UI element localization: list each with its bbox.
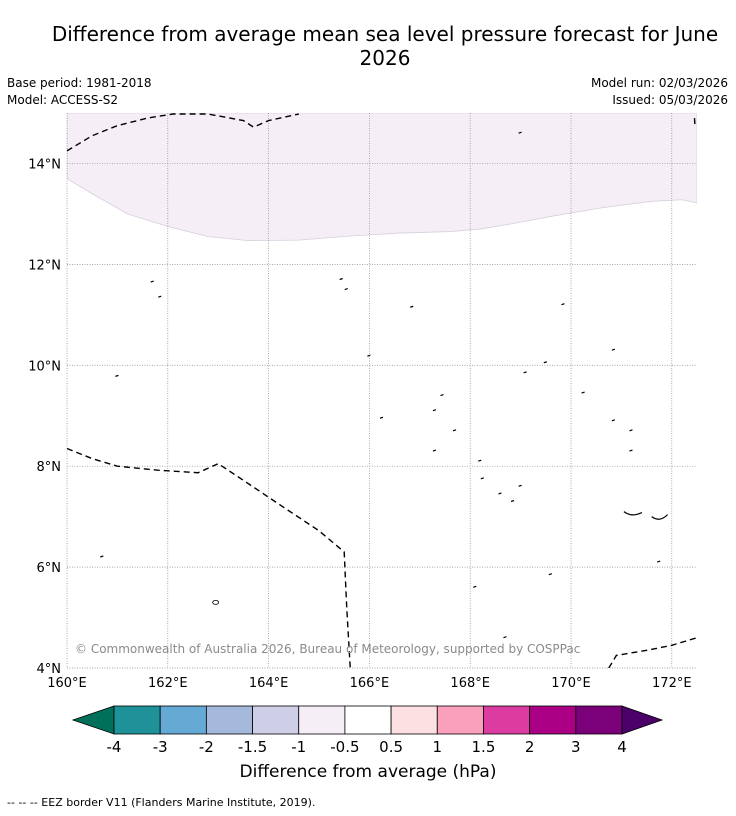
island-coastline xyxy=(339,277,343,281)
eez-legend-note: -- -- -- EEZ border V11 (Flanders Marine… xyxy=(7,796,316,809)
island-coastline xyxy=(480,477,484,480)
island-coastline xyxy=(503,636,507,639)
island-coastline xyxy=(115,374,119,377)
island-coastline xyxy=(410,305,414,308)
chart-title: Difference from average mean sea level p… xyxy=(51,22,719,70)
island-coastline xyxy=(518,131,522,134)
island-coastline xyxy=(473,585,477,588)
base-period: Base period: 1981-2018 xyxy=(7,76,152,90)
island-coastline xyxy=(440,393,444,397)
eez-border-line xyxy=(67,447,351,668)
colorbar-box xyxy=(575,705,623,735)
island-coastline xyxy=(150,280,154,283)
colorbar-tick-label: 1 xyxy=(432,738,442,756)
island-coastline xyxy=(478,459,482,462)
colorbar-box xyxy=(529,705,577,735)
issued-date: Issued: 05/03/2026 xyxy=(612,93,728,107)
copyright-text: © Commonwealth of Australia 2026, Bureau… xyxy=(75,642,580,656)
colorbar-tick-label: 2 xyxy=(525,738,535,756)
island-coastline xyxy=(611,348,616,351)
y-tick-label: 4°N xyxy=(37,662,62,677)
colorbar-tick-label: 1.5 xyxy=(472,738,496,756)
colorbar-box xyxy=(159,705,207,735)
island-coastline xyxy=(379,416,384,419)
colorbar-box xyxy=(252,705,300,735)
model-run: Model run: 02/03/2026 xyxy=(590,76,728,90)
colorbar-box xyxy=(344,705,392,735)
anomaly-region xyxy=(67,113,697,242)
island-coastline xyxy=(629,429,633,432)
colorbar-tick-label: 3 xyxy=(571,738,581,756)
colorbar-extend-high xyxy=(621,705,664,735)
meta-left: Base period: 1981-2018 Model: ACCESS-S2 xyxy=(7,75,152,109)
island-coastline xyxy=(100,555,104,558)
island-coastline xyxy=(623,511,643,516)
colorbar-tick-label: -1 xyxy=(291,738,306,756)
colorbar-tick-label: -1.5 xyxy=(238,738,267,756)
x-tick-label: 164°E xyxy=(249,676,289,691)
eez-border-line xyxy=(67,113,299,152)
colorbar-box xyxy=(390,705,438,735)
colorbar-box xyxy=(298,705,346,735)
colorbar-tick-label: -2 xyxy=(199,738,214,756)
island-coastline xyxy=(510,499,515,503)
island-coastline xyxy=(611,419,616,422)
island-coastline xyxy=(629,449,633,452)
island-coastline xyxy=(158,295,162,298)
island-coastline xyxy=(498,492,502,495)
x-tick-label: 172°E xyxy=(652,676,692,691)
island-coastline xyxy=(561,303,565,306)
island-coastline xyxy=(523,371,527,374)
island-coastline xyxy=(452,429,457,432)
colorbar-tick-label: 4 xyxy=(617,738,627,756)
colorbar-box xyxy=(205,705,253,735)
island-coastline xyxy=(432,409,437,412)
colorbar-extend-low xyxy=(71,705,115,735)
colorbar-label: Difference from average (hPa) xyxy=(239,762,497,782)
x-tick-label: 170°E xyxy=(551,676,591,691)
colorbar-box xyxy=(483,705,531,735)
colorbar-tick-label: -3 xyxy=(153,738,168,756)
x-tick-label: 168°E xyxy=(450,676,490,691)
meta-right: Model run: 02/03/2026 Issued: 05/03/2026 xyxy=(591,75,728,109)
island-coastline xyxy=(543,361,547,364)
colorbar-box xyxy=(436,705,484,735)
colorbar-tick-label: -0.5 xyxy=(330,738,359,756)
eez-border-line xyxy=(693,117,696,126)
y-tick-label: 10°N xyxy=(28,359,61,374)
y-tick-label: 8°N xyxy=(37,460,62,475)
island-coastline xyxy=(657,560,661,563)
island-coastline xyxy=(344,288,348,291)
x-tick-label: 160°E xyxy=(47,676,87,691)
x-tick-label: 162°E xyxy=(148,676,188,691)
x-tick-label: 166°E xyxy=(350,676,390,691)
island-coastline xyxy=(212,600,220,605)
island-coastline xyxy=(367,354,371,357)
island-coastline xyxy=(651,514,669,520)
y-tick-label: 12°N xyxy=(28,258,61,273)
y-tick-label: 6°N xyxy=(37,561,62,576)
island-coastline xyxy=(548,573,553,576)
island-coastline xyxy=(432,449,437,452)
colorbar-tick-label: 0.5 xyxy=(379,738,403,756)
colorbar-box xyxy=(113,705,161,735)
island-coastline xyxy=(581,391,585,394)
island-coastline xyxy=(518,484,522,487)
colorbar-tick-label: -4 xyxy=(107,738,122,756)
y-tick-label: 14°N xyxy=(28,157,61,172)
eez-border-line xyxy=(608,637,697,668)
model-name: Model: ACCESS-S2 xyxy=(7,93,119,107)
